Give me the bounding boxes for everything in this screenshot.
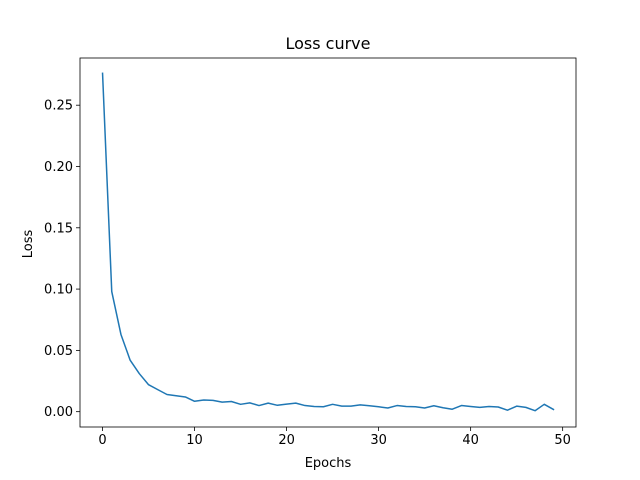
y-tick-label: 0.20 — [44, 160, 73, 175]
y-tick-label: 0.15 — [44, 221, 73, 236]
x-tick-label: 40 — [462, 433, 479, 448]
series-line-0 — [101, 72, 555, 412]
chart-title: Loss curve — [285, 34, 370, 53]
y-tick-label: 0.00 — [44, 405, 73, 420]
x-tick-label: 0 — [98, 433, 106, 448]
x-tick-label: 10 — [186, 433, 203, 448]
y-tick-label: 0.10 — [44, 283, 73, 298]
x-axis-label: Epochs — [305, 456, 352, 471]
y-tick-label: 0.05 — [44, 344, 73, 359]
y-tick-label: 0.25 — [44, 99, 73, 114]
plot-area: 0 10 20 30 40 50 0.00 0.05 0.10 0.15 0.20 0.25 — [44, 57, 577, 448]
x-tick-label: 20 — [278, 433, 295, 448]
plot-frame — [79, 57, 577, 428]
y-axis-label: Loss — [21, 230, 36, 259]
x-tick-label: 30 — [370, 433, 387, 448]
x-tick-label: 50 — [554, 433, 571, 448]
